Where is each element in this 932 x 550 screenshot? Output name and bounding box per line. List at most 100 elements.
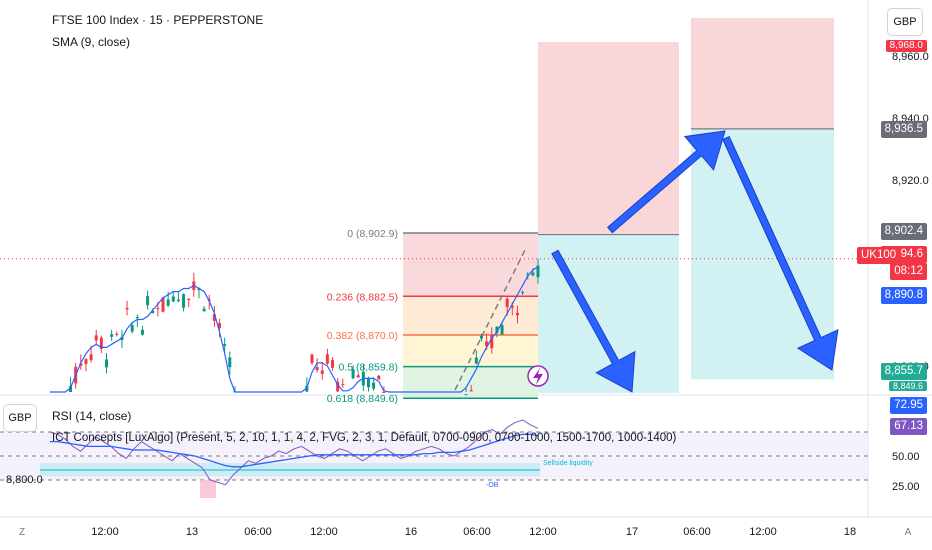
candle-body[interactable] xyxy=(212,314,216,321)
candle-body[interactable] xyxy=(151,310,155,314)
candle-body[interactable] xyxy=(490,334,494,349)
rsi-y-tick: 50.00 xyxy=(892,451,920,463)
rsi-legend[interactable]: RSI (14, close) xyxy=(52,409,132,423)
candle-body[interactable] xyxy=(310,354,314,364)
candle-body[interactable] xyxy=(382,392,386,394)
candle-body[interactable] xyxy=(202,308,206,312)
candle-body[interactable] xyxy=(182,294,186,308)
candle-body[interactable] xyxy=(341,384,345,386)
candle-body[interactable] xyxy=(351,369,355,379)
candle-body[interactable] xyxy=(84,359,88,364)
candle-body[interactable] xyxy=(89,354,93,361)
x-tick-label: 18 xyxy=(844,526,856,538)
arrow-down-1-icon[interactable] xyxy=(551,249,636,393)
badge-rsi-purple: 67.13 xyxy=(890,418,927,435)
candle-body[interactable] xyxy=(115,333,119,335)
fib-zone-0 xyxy=(403,233,538,297)
ict-ob-label: -OB xyxy=(486,482,499,489)
fib-label-2: 0.382 (8,870.0) xyxy=(327,330,398,342)
badge-grey-mid: 8,936.5 xyxy=(880,121,927,138)
sma-line[interactable] xyxy=(50,266,539,393)
candle-body[interactable] xyxy=(331,360,335,368)
candle-body[interactable] xyxy=(464,394,468,396)
left-price-label: 8,800.0 xyxy=(6,474,43,486)
candle-body[interactable] xyxy=(531,272,535,276)
candle-body[interactable] xyxy=(515,312,519,316)
badge-countdown: 08:12 xyxy=(890,263,927,280)
candle-body[interactable] xyxy=(166,299,170,306)
candle-body[interactable] xyxy=(474,357,478,364)
candle-body[interactable] xyxy=(500,325,504,335)
fib-zone-3 xyxy=(403,366,538,399)
candle-body[interactable] xyxy=(140,329,144,335)
candle-body[interactable] xyxy=(223,344,227,346)
candle-body[interactable] xyxy=(305,386,309,392)
candle-body[interactable] xyxy=(495,326,499,334)
zoom-icon: Z xyxy=(19,527,25,538)
badge-teal: 8,855.7 xyxy=(880,363,927,380)
fib-label-1: 0.236 (8,882.5) xyxy=(327,291,398,303)
candle-body[interactable] xyxy=(366,378,370,388)
rsi-line[interactable] xyxy=(49,419,539,486)
x-tick-label: 16 xyxy=(405,526,417,538)
x-tick-label: 06:00 xyxy=(683,526,711,538)
candle-body[interactable] xyxy=(315,367,319,371)
candle-body[interactable] xyxy=(94,335,98,341)
rsi-oversold-fill xyxy=(200,480,216,498)
candle-body[interactable] xyxy=(135,316,139,319)
candle-body[interactable] xyxy=(479,335,483,339)
candle-body[interactable] xyxy=(99,337,103,349)
rsi-y-tick: 25.00 xyxy=(892,481,920,493)
candle-body[interactable] xyxy=(377,375,381,380)
candle-body[interactable] xyxy=(105,359,109,368)
candle-body[interactable] xyxy=(526,274,530,276)
candle-body[interactable] xyxy=(218,323,222,329)
candle-body[interactable] xyxy=(372,382,376,389)
candle-body[interactable] xyxy=(485,341,489,347)
badge-blue: 8,890.8 xyxy=(880,287,927,304)
candle-body[interactable] xyxy=(125,307,129,310)
candle-body[interactable] xyxy=(228,357,232,368)
x-tick-label: 13 xyxy=(186,526,198,538)
candle-body[interactable] xyxy=(79,363,83,366)
sma-legend[interactable]: SMA (9, close) xyxy=(52,35,131,49)
arrow-down-2-icon[interactable] xyxy=(722,135,839,371)
position1-stop-zone[interactable] xyxy=(538,42,679,235)
candle-body[interactable] xyxy=(161,297,165,312)
candle-body[interactable] xyxy=(536,265,540,278)
candle-body[interactable] xyxy=(146,296,150,306)
candle-body[interactable] xyxy=(325,354,329,364)
candle-body[interactable] xyxy=(505,298,509,307)
candle-body[interactable] xyxy=(110,334,114,337)
currency-button[interactable]: GBP xyxy=(887,8,923,36)
candle-body[interactable] xyxy=(69,386,73,392)
rsi-currency-button[interactable]: GBP xyxy=(3,404,37,432)
symbol-title[interactable]: FTSE 100 Index · 15 · PEPPERSTONE xyxy=(52,13,264,27)
symbol-tag[interactable]: UK100 xyxy=(857,247,901,264)
fib-zone-2 xyxy=(403,335,538,367)
ict-sellside-label: Sellside liquidity xyxy=(543,460,593,467)
candle-body[interactable] xyxy=(469,390,473,392)
y-tick-label: 8,960.0 xyxy=(892,51,929,63)
fib-label-3: 0.5 (8,859.8) xyxy=(338,362,398,374)
arrow-up-icon[interactable] xyxy=(606,130,726,234)
candle-body[interactable] xyxy=(156,308,160,310)
trend-line[interactable] xyxy=(454,249,526,391)
candle-body[interactable] xyxy=(356,375,360,378)
candle-body[interactable] xyxy=(171,296,175,302)
position2-stop-zone[interactable] xyxy=(691,18,834,129)
candle-body[interactable] xyxy=(521,292,525,294)
candle-body[interactable] xyxy=(187,298,191,301)
fib-label-0: 0 (8,902.9) xyxy=(347,228,398,240)
candle-body[interactable] xyxy=(320,370,324,374)
candle-body[interactable] xyxy=(176,299,180,302)
ict-legend[interactable]: ICT Concepts [LuxAlgo] (Present, 5, 2, 1… xyxy=(52,432,677,444)
badge-teal-sub: 8,849.6 xyxy=(888,381,927,391)
candle-body[interactable] xyxy=(130,325,134,332)
candle-body[interactable] xyxy=(510,305,514,308)
rsi-ma-line[interactable] xyxy=(50,433,539,468)
candle-body[interactable] xyxy=(336,381,340,392)
position2-target-zone[interactable] xyxy=(691,128,834,380)
